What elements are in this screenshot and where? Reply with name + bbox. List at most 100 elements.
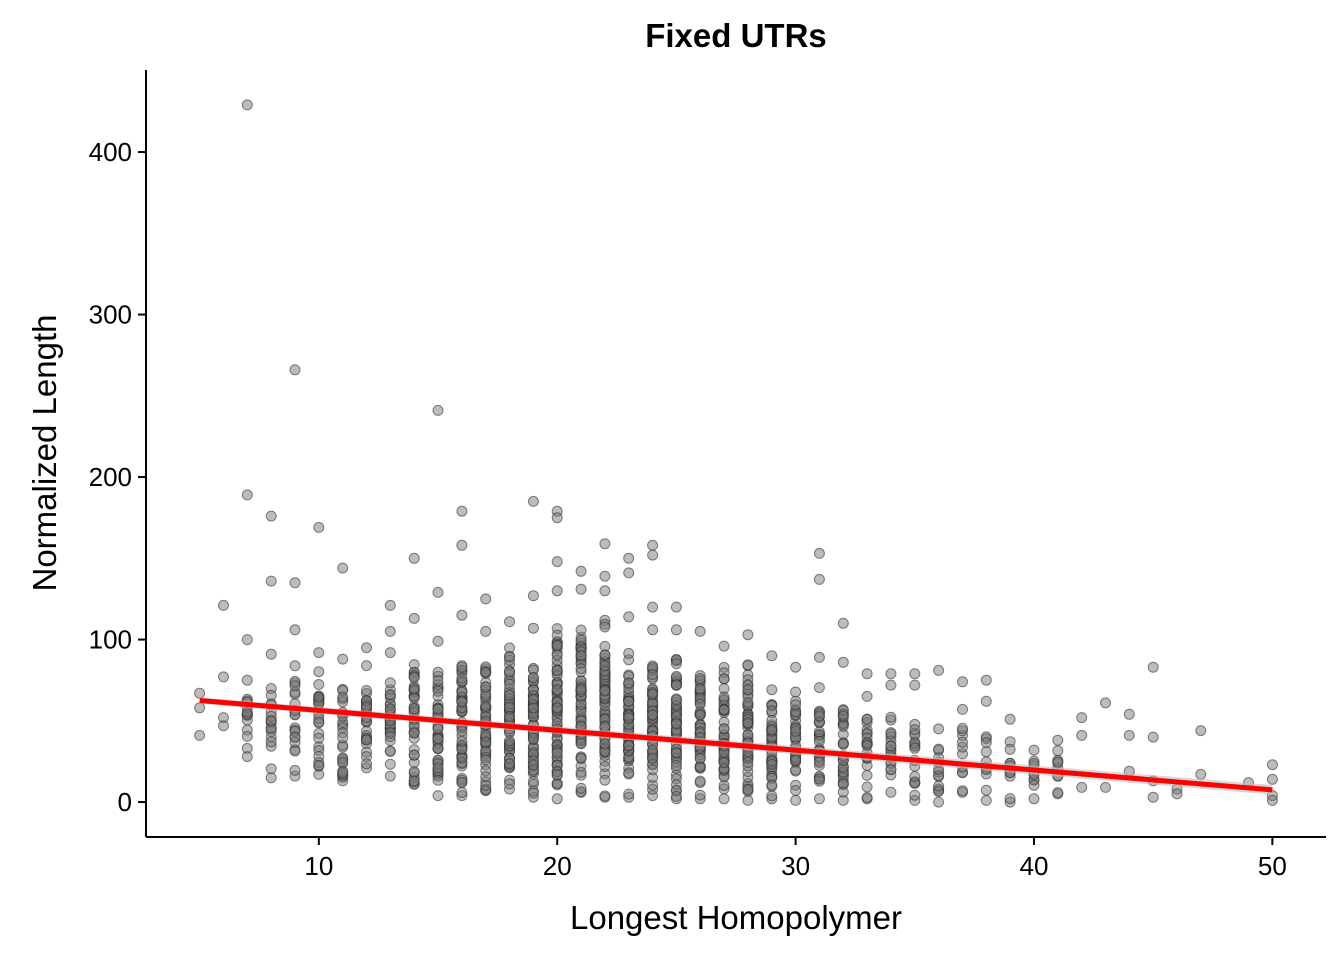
data-point bbox=[861, 668, 873, 680]
data-point bbox=[551, 640, 563, 652]
data-point bbox=[1028, 779, 1040, 791]
data-point bbox=[456, 539, 468, 551]
data-point bbox=[1052, 787, 1064, 799]
data-point bbox=[289, 364, 301, 376]
data-point bbox=[885, 679, 897, 691]
data-point bbox=[456, 776, 468, 788]
data-point bbox=[527, 775, 539, 787]
data-point bbox=[670, 694, 682, 706]
data-point bbox=[480, 754, 492, 766]
data-point bbox=[218, 720, 229, 732]
data-point bbox=[861, 769, 873, 781]
data-point bbox=[742, 697, 754, 708]
data-point bbox=[361, 642, 372, 654]
y-tick-label: 100 bbox=[89, 625, 132, 655]
data-point bbox=[957, 736, 968, 748]
data-point bbox=[957, 785, 968, 797]
data-point bbox=[575, 699, 587, 711]
data-point bbox=[194, 729, 206, 741]
data-point bbox=[670, 759, 682, 771]
data-point bbox=[384, 770, 396, 782]
data-point bbox=[384, 745, 396, 757]
data-point bbox=[694, 775, 706, 787]
data-point bbox=[718, 640, 730, 652]
data-point bbox=[1171, 788, 1183, 800]
data-point bbox=[647, 752, 659, 764]
data-point bbox=[1147, 661, 1159, 673]
data-point bbox=[289, 764, 301, 776]
data-point bbox=[241, 706, 253, 718]
data-point bbox=[289, 680, 301, 692]
data-point bbox=[766, 650, 778, 662]
data-point bbox=[599, 585, 611, 597]
data-point bbox=[551, 556, 563, 568]
x-tick-label: 40 bbox=[1020, 851, 1049, 881]
data-point bbox=[694, 709, 706, 721]
data-point bbox=[933, 723, 945, 735]
data-point bbox=[957, 676, 968, 688]
data-point bbox=[623, 677, 635, 689]
data-point bbox=[1195, 725, 1207, 737]
data-point bbox=[790, 725, 802, 737]
data-point bbox=[837, 738, 849, 750]
data-point bbox=[647, 689, 659, 700]
data-point bbox=[980, 784, 992, 796]
data-point bbox=[575, 624, 587, 636]
data-point bbox=[456, 787, 468, 798]
data-point bbox=[766, 779, 778, 791]
data-point bbox=[1123, 708, 1135, 720]
data-point bbox=[813, 710, 825, 722]
data-point bbox=[980, 737, 992, 749]
data-point bbox=[241, 489, 253, 501]
data-point bbox=[575, 683, 587, 695]
data-point bbox=[694, 683, 706, 695]
data-point bbox=[456, 752, 468, 764]
data-point bbox=[432, 723, 444, 735]
data-point bbox=[909, 742, 921, 754]
data-point bbox=[790, 699, 802, 711]
data-point bbox=[551, 747, 563, 759]
data-point bbox=[813, 793, 825, 805]
data-point bbox=[504, 735, 515, 747]
data-point bbox=[813, 547, 825, 559]
data-point bbox=[647, 549, 659, 561]
data-point bbox=[694, 673, 706, 684]
data-point bbox=[1100, 781, 1111, 793]
data-point bbox=[647, 764, 659, 776]
data-point bbox=[837, 786, 849, 798]
data-point bbox=[599, 685, 611, 697]
data-point bbox=[480, 771, 492, 783]
data-point bbox=[551, 684, 563, 696]
data-point bbox=[861, 739, 873, 751]
data-point bbox=[861, 690, 873, 702]
data-point bbox=[289, 577, 301, 589]
data-point bbox=[623, 740, 635, 751]
data-point bbox=[742, 784, 754, 796]
data-point bbox=[432, 635, 444, 647]
data-point bbox=[265, 715, 277, 727]
data-point bbox=[647, 624, 659, 636]
data-point bbox=[241, 674, 253, 686]
data-point bbox=[527, 684, 539, 696]
data-point bbox=[575, 782, 587, 794]
data-point bbox=[384, 689, 396, 701]
data-point bbox=[623, 552, 635, 564]
data-point bbox=[337, 691, 349, 703]
data-point bbox=[1266, 773, 1278, 785]
data-point bbox=[1195, 768, 1207, 780]
data-point bbox=[480, 681, 492, 693]
data-point bbox=[361, 758, 372, 770]
data-point bbox=[885, 764, 897, 776]
data-point bbox=[813, 682, 825, 694]
data-point bbox=[527, 590, 539, 602]
data-point bbox=[456, 735, 468, 747]
data-point bbox=[909, 724, 921, 736]
data-point bbox=[361, 685, 372, 696]
data-point bbox=[670, 658, 682, 670]
data-point bbox=[313, 679, 325, 690]
data-point bbox=[408, 683, 420, 694]
data-point bbox=[790, 686, 802, 698]
data-point bbox=[313, 691, 325, 703]
data-point bbox=[1266, 794, 1278, 806]
data-point bbox=[504, 689, 515, 701]
